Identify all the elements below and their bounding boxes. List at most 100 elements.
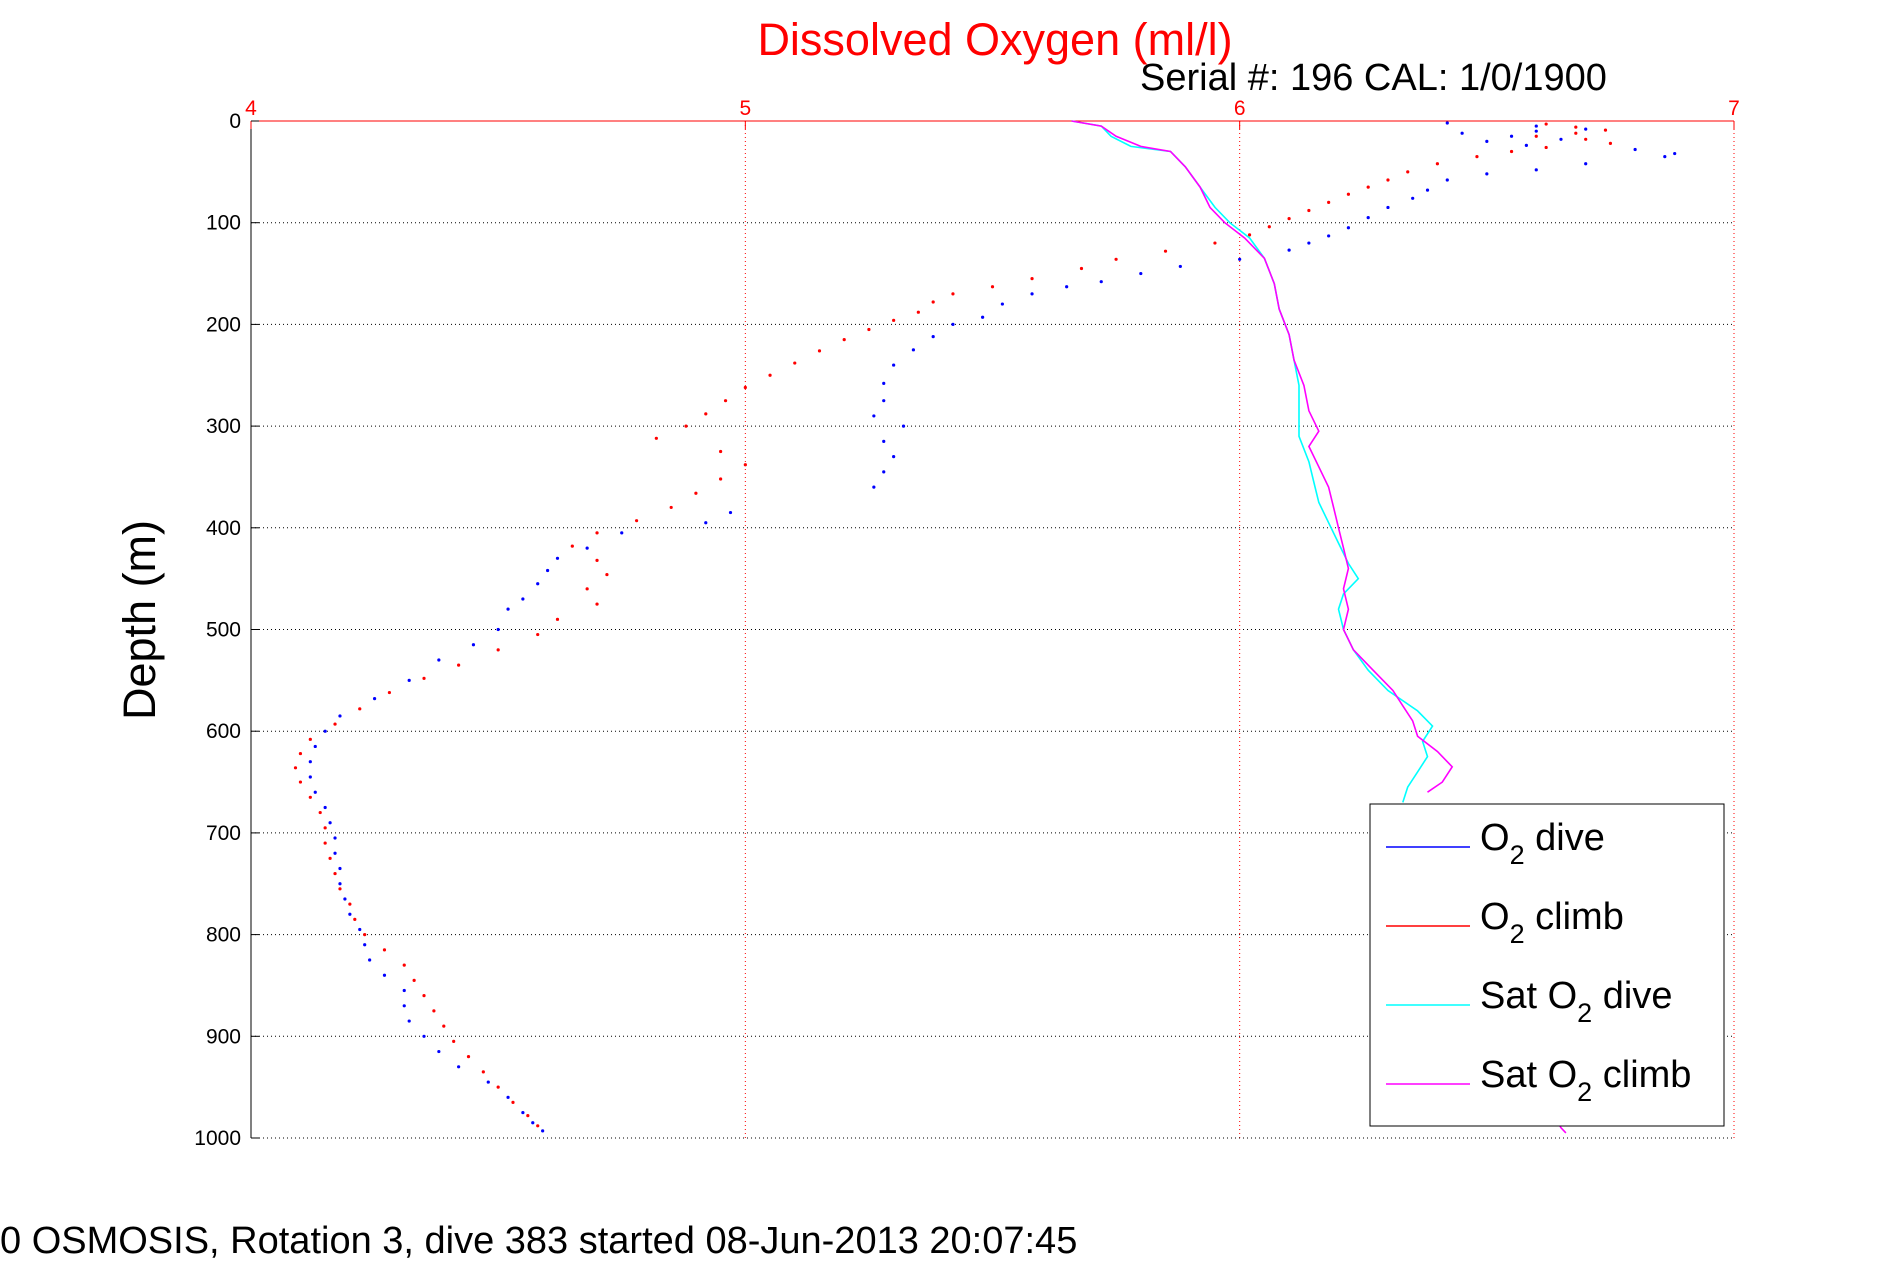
point-o2_dive (1287, 248, 1291, 252)
point-o2_dive (496, 627, 500, 632)
point-o2_dive (1534, 129, 1538, 133)
point-o2_climb (1346, 192, 1351, 196)
point-o2_dive (486, 1080, 490, 1084)
point-o2_dive (338, 714, 342, 718)
point-o2_climb (318, 810, 322, 815)
point-o2_dive (1366, 216, 1370, 220)
point-o2_climb (422, 994, 426, 998)
point-o2_climb (595, 602, 599, 606)
point-o2_climb (842, 338, 846, 342)
point-o2_climb (382, 948, 387, 952)
point-o2_dive (1509, 134, 1514, 138)
point-o2_climb (570, 544, 574, 548)
point-o2_dive (506, 1095, 510, 1099)
point-o2_climb (704, 412, 708, 416)
x-tick-label: 5 (739, 97, 751, 120)
point-o2_climb (308, 737, 312, 741)
y-tick-label: 600 (206, 720, 241, 743)
x-tick-label: 7 (1728, 97, 1740, 120)
point-o2_dive (882, 439, 886, 443)
point-o2_climb (496, 648, 500, 652)
point-o2_dive (457, 1065, 461, 1069)
point-o2_dive (363, 943, 367, 947)
point-o2_dive (506, 607, 510, 611)
point-o2_dive (308, 760, 312, 764)
y-axis-label: Depth (m) (114, 520, 165, 720)
point-o2_climb (1327, 200, 1331, 204)
point-o2_dive (333, 851, 337, 855)
point-o2_climb (536, 632, 540, 637)
y-tick-label: 700 (206, 822, 241, 845)
point-o2_climb (511, 1100, 515, 1105)
point-o2_climb (308, 795, 312, 799)
point-o2_dive (555, 556, 560, 560)
point-o2_dive (1584, 127, 1588, 131)
legend-label-o2_climb: O2 climb (1480, 896, 1624, 949)
point-o2_dive (872, 414, 876, 418)
point-o2_dive (372, 697, 377, 701)
y-tick-label: 1000 (194, 1127, 241, 1150)
y-tick-label: 300 (206, 415, 241, 438)
point-o2_dive (338, 866, 342, 871)
point-o2_climb (298, 780, 303, 784)
point-o2_climb (422, 676, 426, 680)
point-o2_climb (743, 385, 747, 390)
point-o2_climb (585, 587, 589, 591)
point-o2_dive (911, 348, 916, 352)
footer-caption: 0 OSMOSIS, Rotation 3, dive 383 started … (0, 1220, 1077, 1262)
point-o2_dive (620, 531, 624, 535)
y-tick-label: 0 (229, 110, 241, 133)
point-o2_dive (1485, 172, 1489, 176)
point-o2_dive (531, 1121, 535, 1125)
legend-label-sat_climb: Sat O2 climb (1480, 1054, 1691, 1107)
point-o2_climb (481, 1070, 485, 1074)
point-o2_dive (901, 424, 906, 428)
point-o2_climb (1435, 162, 1439, 166)
point-o2_dive (308, 775, 312, 779)
point-o2_dive (1524, 143, 1528, 148)
point-o2_dive (882, 381, 886, 385)
point-o2_dive (358, 927, 362, 932)
point-o2_dive (368, 958, 372, 962)
point-o2_climb (1030, 277, 1034, 281)
point-o2_dive (1307, 241, 1311, 245)
y-tick-label: 200 (206, 313, 241, 336)
legend-label-sat_dive: Sat O2 dive (1480, 975, 1672, 1028)
point-o2_climb (605, 572, 609, 577)
point-o2_dive (1584, 162, 1588, 166)
point-o2_dive (585, 546, 589, 550)
point-o2_dive (407, 1019, 411, 1023)
point-o2_dive (1559, 137, 1563, 141)
point-o2_climb (1079, 266, 1084, 271)
point-o2_climb (1574, 125, 1578, 129)
point-o2_climb (333, 871, 337, 876)
chart-title: Dissolved Oxygen (ml/l) (757, 14, 1232, 65)
point-o2_climb (1114, 257, 1118, 261)
point-o2_climb (1287, 217, 1291, 221)
point-o2_dive (892, 363, 896, 367)
point-o2_dive (951, 322, 955, 326)
point-o2_climb (654, 436, 658, 440)
point-o2_climb (348, 902, 352, 906)
point-o2_climb (892, 318, 896, 322)
point-o2_dive (348, 912, 352, 916)
point-o2_climb (358, 707, 362, 711)
point-o2_dive (402, 988, 406, 993)
point-o2_climb (1267, 225, 1271, 229)
point-o2_dive (1633, 147, 1637, 152)
point-o2_dive (872, 485, 876, 489)
point-o2_dive (882, 399, 886, 403)
point-o2_dive (1000, 302, 1004, 306)
x-tick-label: 4 (245, 97, 257, 120)
point-o2_dive (407, 678, 411, 682)
point-o2_dive (981, 315, 985, 319)
point-o2_climb (353, 917, 357, 921)
point-o2_climb (402, 963, 406, 967)
point-o2_dive (402, 1004, 406, 1008)
point-o2_dive (338, 882, 342, 886)
point-o2_climb (412, 978, 416, 982)
point-o2_dive (1030, 292, 1034, 296)
point-o2_dive (1139, 271, 1143, 276)
point-o2_climb (719, 449, 723, 454)
